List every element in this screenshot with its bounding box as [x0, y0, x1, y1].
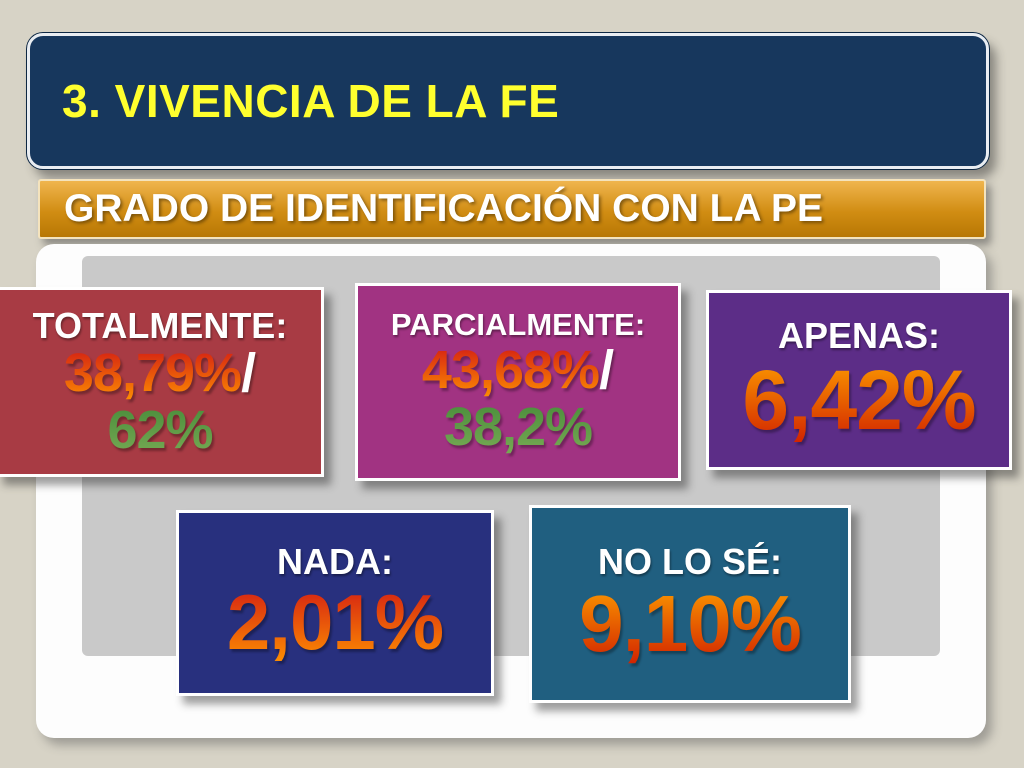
subtitle-banner: GRADO DE IDENTIFICACIÓN CON LA PE	[38, 179, 986, 239]
stat-separator-totalmente: /	[241, 343, 257, 404]
stat-value-apenas: 6,42%	[742, 352, 976, 447]
stat-label-apenas: APENAS:	[777, 315, 941, 357]
subtitle-text: GRADO DE IDENTIFICACIÓN CON LA PE	[64, 187, 824, 230]
stat-box-nada: NADA: 2,01%	[176, 510, 494, 696]
slide-title: 3. VIVENCIA DE LA FE	[62, 75, 560, 127]
stat-label-no-lo-se: NO LO SÉ:	[597, 541, 782, 583]
stat-separator-parcialmente: /	[599, 340, 615, 401]
stat-box-parcialmente: PARCIALMENTE: 43,68%/ 38,2%	[355, 283, 681, 481]
stat-value-no-lo-se: 9,10%	[579, 578, 802, 668]
stat-box-totalmente: TOTALMENTE: 38,79%/ 62%	[0, 287, 324, 477]
title-box: 3. VIVENCIA DE LA FE	[27, 33, 989, 169]
stat-box-apenas: APENAS: 6,42%	[706, 290, 1012, 470]
stat-label-parcialmente: PARCIALMENTE:	[390, 307, 646, 343]
stat-value-totalmente-secondary: 62%	[107, 399, 213, 460]
stat-label-totalmente: TOTALMENTE:	[32, 304, 288, 346]
stat-box-no-lo-se: NO LO SÉ: 9,10%	[529, 505, 851, 703]
stat-value-totalmente-primary: 38,79%	[63, 343, 242, 404]
stat-value-parcialmente-secondary: 38,2%	[443, 397, 593, 458]
stat-value-parcialmente-primary: 43,68%	[421, 340, 600, 401]
stat-label-nada: NADA:	[277, 541, 393, 583]
stat-value-nada: 2,01%	[226, 577, 444, 666]
